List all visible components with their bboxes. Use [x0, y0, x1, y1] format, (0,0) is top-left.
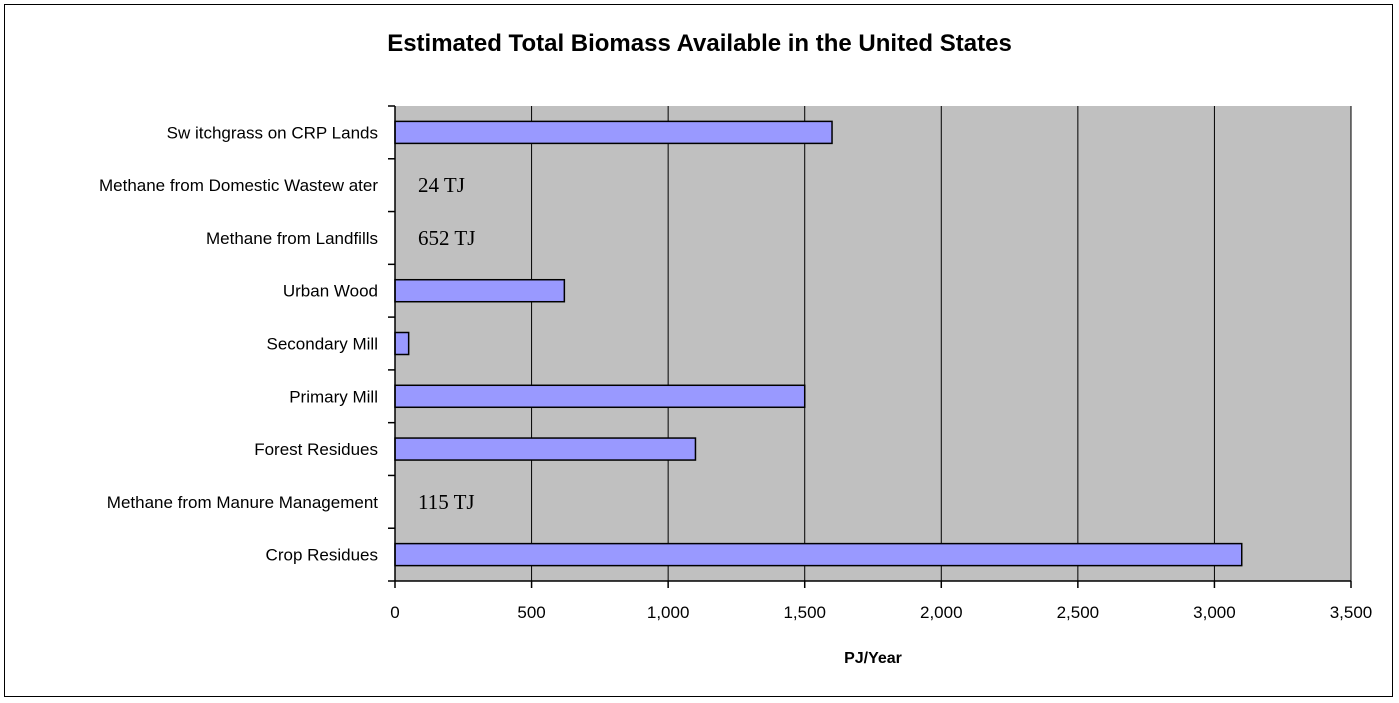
- x-tick-label: 2,500: [1057, 603, 1100, 622]
- x-tick-label: 500: [517, 603, 545, 622]
- category-label: Methane from Landfills: [206, 229, 378, 248]
- data-annotation: 115 TJ: [418, 490, 475, 514]
- category-labels: Sw itchgrass on CRP Lands Methane from Do…: [99, 123, 378, 564]
- x-tick-label: 3,500: [1330, 603, 1373, 622]
- bar: [394, 384, 806, 409]
- bar: [394, 120, 833, 145]
- tick-labels: 0 500 1,000 1,500 2,000 2,500 3,000 3,500: [390, 603, 1372, 622]
- x-tick-label: 1,000: [647, 603, 690, 622]
- bar: [394, 437, 697, 461]
- category-label: Methane from Manure Management: [107, 493, 378, 512]
- grid-lines: [531, 106, 1352, 581]
- data-annotation: 652 TJ: [418, 226, 475, 250]
- bar: [394, 542, 1243, 567]
- category-label: Crop Residues: [266, 546, 378, 565]
- data-annotation: 24 TJ: [418, 173, 465, 197]
- annotations: 24 TJ 652 TJ 115 TJ: [418, 173, 475, 514]
- bar: [394, 331, 410, 356]
- x-tick-label: 3,000: [1193, 603, 1236, 622]
- x-tick-label: 0: [390, 603, 399, 622]
- bar: [394, 278, 566, 303]
- category-label: Sw itchgrass on CRP Lands: [167, 123, 378, 142]
- x-axis-title: PJ/Year: [844, 650, 902, 667]
- bars: [394, 120, 1243, 567]
- category-label: Secondary Mill: [267, 335, 379, 354]
- plot-area: [395, 106, 1351, 581]
- axes: [388, 105, 1352, 588]
- category-label: Urban Wood: [283, 282, 378, 301]
- x-tick-label: 2,000: [920, 603, 963, 622]
- category-label: Primary Mill: [289, 387, 378, 406]
- x-tick-label: 1,500: [783, 603, 826, 622]
- category-label: Forest Residues: [254, 440, 378, 459]
- chart-title: Estimated Total Biomass Available in the…: [387, 30, 1012, 57]
- category-label: Methane from Domestic Wastew ater: [99, 176, 378, 195]
